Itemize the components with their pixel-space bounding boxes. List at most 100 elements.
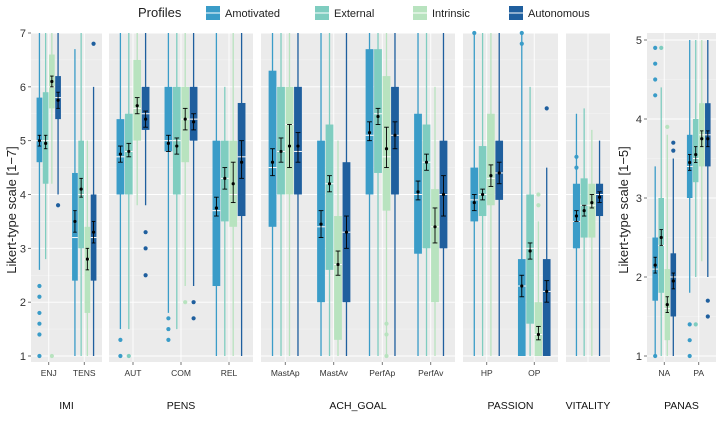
box-intrinsic <box>382 33 391 359</box>
mean-point <box>319 222 323 226</box>
box-amotivated <box>686 40 693 359</box>
mean-point <box>287 144 292 148</box>
outlier-point <box>574 165 579 170</box>
box-intrinsic <box>84 140 91 356</box>
box-intrinsic <box>334 140 342 356</box>
box-iqr <box>164 86 173 152</box>
x-tick-label: REL <box>221 368 238 378</box>
y-tick-label: 6 <box>20 82 26 94</box>
outlier-point <box>183 300 188 305</box>
box-autonomous <box>705 40 711 319</box>
box-external <box>220 86 229 356</box>
panel-pens: AUT COM REL PENS <box>109 32 253 412</box>
mean-point <box>384 147 389 151</box>
mean-point <box>590 200 594 205</box>
box-autonomous <box>670 140 677 356</box>
y-tick-label: 2 <box>20 297 26 309</box>
mean-point <box>44 141 48 145</box>
box-amotivated <box>164 33 173 342</box>
box-amotivated <box>414 33 422 356</box>
x-tick-label: MastAv <box>320 368 349 378</box>
y-tick-label: 7 <box>20 28 26 40</box>
x-tick-label: COM <box>171 368 191 378</box>
box-autonomous <box>391 33 399 356</box>
box-external <box>478 33 487 356</box>
mean-point <box>279 149 283 154</box>
mean-point <box>528 249 532 253</box>
category-rel <box>212 33 246 356</box>
outlier-point <box>49 353 54 359</box>
panel-vitality: VITALITY <box>566 32 610 412</box>
mean-point <box>79 187 83 191</box>
mean-point <box>393 133 397 137</box>
outlier-point <box>384 321 389 326</box>
panel-label: PENS <box>167 400 196 412</box>
panel-label: PANAS <box>664 400 699 412</box>
box-external <box>172 33 181 330</box>
box-external <box>325 33 334 356</box>
outlier-point <box>536 203 541 208</box>
mean-point <box>327 182 332 186</box>
panel-imi: ENJ TENS 1 2 3 4 5 6 7 IMI <box>20 28 102 412</box>
panel-background <box>647 33 716 362</box>
legend-item-external: External <box>315 6 374 20</box>
mean-point <box>416 190 420 194</box>
outlier-point <box>574 154 579 159</box>
outlier-point <box>665 124 670 129</box>
legend-item-autonomous: Autonomous <box>509 6 590 20</box>
box-autonomous <box>90 41 97 356</box>
y-tick-label: 1 <box>20 351 26 363</box>
box-external <box>526 86 534 356</box>
legend-item-amotivated: Amotivated <box>206 6 280 20</box>
box-autonomous <box>542 106 551 356</box>
category-com <box>164 33 198 342</box>
box-iqr <box>588 183 596 238</box>
box-external <box>422 33 431 356</box>
y-tick-label: 4 <box>636 114 642 126</box>
mean-point <box>223 176 227 180</box>
mean-point <box>166 141 170 145</box>
legend-label: Autonomous <box>528 8 590 20</box>
outlier-point <box>166 337 171 342</box>
mean-point <box>296 144 300 148</box>
category-mastap <box>268 33 302 356</box>
panel-panas: NA PA 1 2 3 4 5 PANAS <box>636 33 716 412</box>
box-external <box>658 45 665 356</box>
outlier-point <box>472 30 477 36</box>
mean-point <box>433 225 437 229</box>
x-tick-label: AUT <box>125 368 142 378</box>
outlier-point <box>659 45 664 51</box>
outlier-point <box>653 353 658 359</box>
outlier-point <box>536 192 541 197</box>
box-amotivated <box>72 49 78 356</box>
mean-point <box>144 117 148 121</box>
box-iqr <box>487 113 495 206</box>
box-intrinsic <box>48 33 55 359</box>
mean-point <box>582 209 586 213</box>
box-autonomous <box>495 33 504 356</box>
y-axis-label-right: Likert-type scale [1−5] <box>616 146 631 274</box>
outlier-point <box>705 298 710 303</box>
outlier-point <box>143 273 148 278</box>
mean-point <box>574 214 579 218</box>
outlier-point <box>118 353 123 359</box>
box-amotivated <box>268 33 277 356</box>
legend-label: Amotivated <box>225 8 280 20</box>
mean-point <box>520 284 524 288</box>
outlier-point <box>687 353 692 359</box>
mean-point <box>118 152 122 156</box>
outlier-point <box>653 77 658 82</box>
mean-point <box>706 137 710 141</box>
category-pa <box>686 40 711 359</box>
panel-label: IMI <box>59 400 74 412</box>
box-intrinsic <box>588 129 596 356</box>
box-external <box>42 33 49 260</box>
mean-point <box>376 114 380 119</box>
outlier-point <box>166 326 171 332</box>
outlier-point <box>37 321 42 326</box>
box-external <box>580 108 588 356</box>
mean-point <box>545 289 549 293</box>
box-amotivated <box>470 30 479 356</box>
